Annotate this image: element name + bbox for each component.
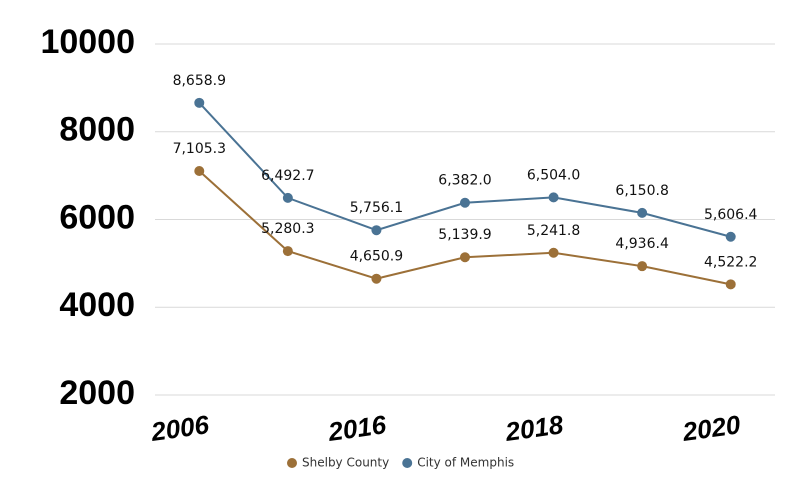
data-point bbox=[548, 192, 559, 203]
data-point bbox=[282, 192, 293, 203]
data-label: 7,105.3 bbox=[173, 141, 226, 157]
data-point bbox=[282, 246, 293, 257]
data-label: 5,756.1 bbox=[350, 200, 403, 216]
data-point bbox=[194, 166, 205, 177]
data-label: 4,936.4 bbox=[615, 236, 669, 252]
data-point bbox=[725, 231, 736, 242]
data-label: 6,150.8 bbox=[615, 183, 668, 199]
data-label: 4,522.2 bbox=[704, 254, 757, 270]
x-tick-label: 2018 bbox=[503, 409, 566, 447]
y-tick-label: 4000 bbox=[59, 286, 135, 324]
data-point bbox=[548, 247, 559, 258]
data-label: 5,606.4 bbox=[704, 207, 758, 223]
legend-label: City of Memphis bbox=[417, 456, 514, 470]
data-label: 4,650.9 bbox=[350, 249, 403, 265]
x-tick-label: 2020 bbox=[680, 409, 743, 447]
data-point bbox=[460, 197, 470, 208]
legend-marker bbox=[402, 458, 413, 468]
y-tick-label: 6000 bbox=[59, 198, 135, 236]
data-label: 6,382.0 bbox=[438, 173, 491, 189]
data-point bbox=[460, 252, 470, 263]
data-point bbox=[371, 273, 382, 284]
data-label: 6,492.7 bbox=[261, 168, 314, 184]
data-label: 5,241.8 bbox=[527, 223, 580, 239]
legend-label: Shelby County bbox=[302, 456, 389, 470]
data-label: 8,658.9 bbox=[173, 73, 226, 89]
legend-marker bbox=[287, 458, 297, 468]
data-point bbox=[194, 97, 205, 108]
data-point bbox=[637, 261, 648, 272]
y-tick-label: 10000 bbox=[40, 23, 135, 61]
data-label: 5,280.3 bbox=[261, 221, 314, 237]
x-tick-label: 2016 bbox=[325, 409, 388, 447]
x-tick-label: 2006 bbox=[148, 409, 211, 447]
y-tick-label: 2000 bbox=[59, 374, 135, 412]
data-label: 5,139.9 bbox=[438, 227, 491, 243]
data-point bbox=[637, 207, 648, 218]
data-label: 6,504.0 bbox=[527, 167, 580, 183]
data-point bbox=[725, 279, 736, 290]
data-point bbox=[371, 225, 382, 236]
y-tick-label: 8000 bbox=[59, 111, 135, 149]
